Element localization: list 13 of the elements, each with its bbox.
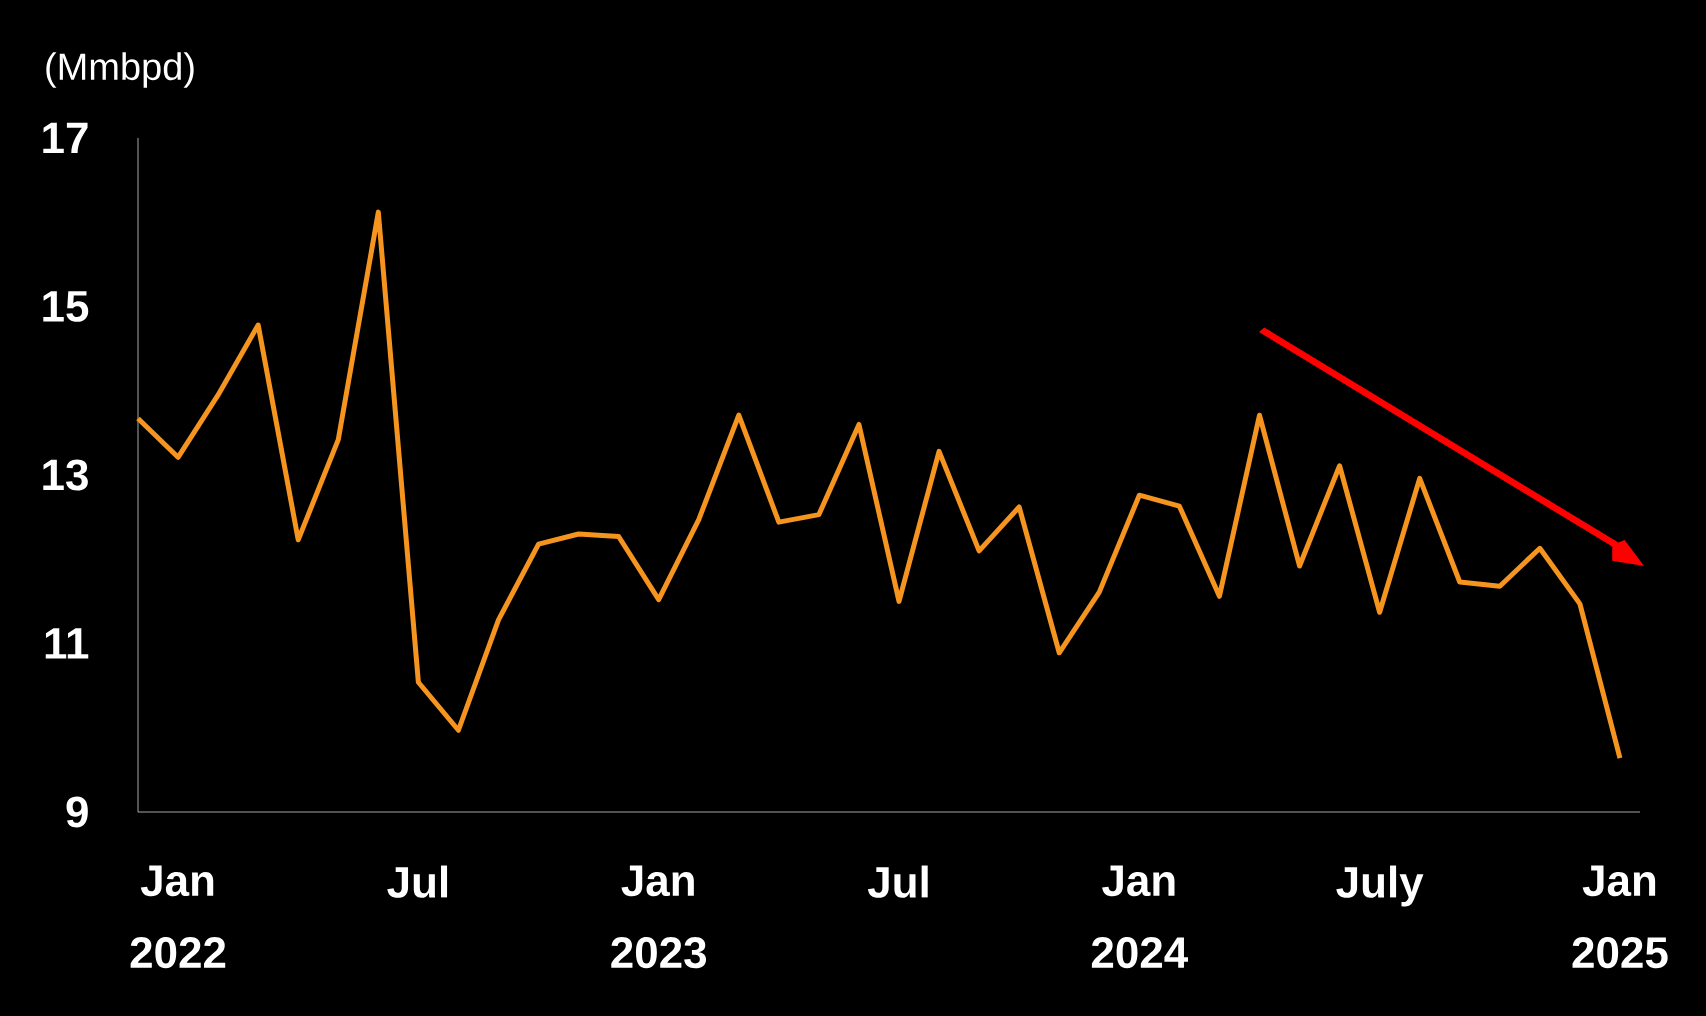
y-tick-label: 11	[45, 628, 89, 659]
x-tick-label: Jul	[387, 865, 448, 898]
x-tick-label: Jul	[867, 865, 928, 898]
y-tick-label: 9	[66, 796, 88, 828]
y-tick-label: 17	[43, 122, 88, 154]
x-tick-label: Jan 2023	[611, 865, 707, 969]
x-tick-label: Jan 2025	[1572, 865, 1668, 969]
y-tick-label: 15	[43, 291, 89, 322]
x-tick-label: Jan 2022	[130, 865, 226, 969]
x-tick-label: July	[1336, 865, 1424, 907]
x-tick-label: Jan 2024	[1091, 865, 1189, 969]
y-tick-label: 13	[43, 459, 88, 491]
y-axis-title: (Mmbpd)	[46, 52, 194, 88]
